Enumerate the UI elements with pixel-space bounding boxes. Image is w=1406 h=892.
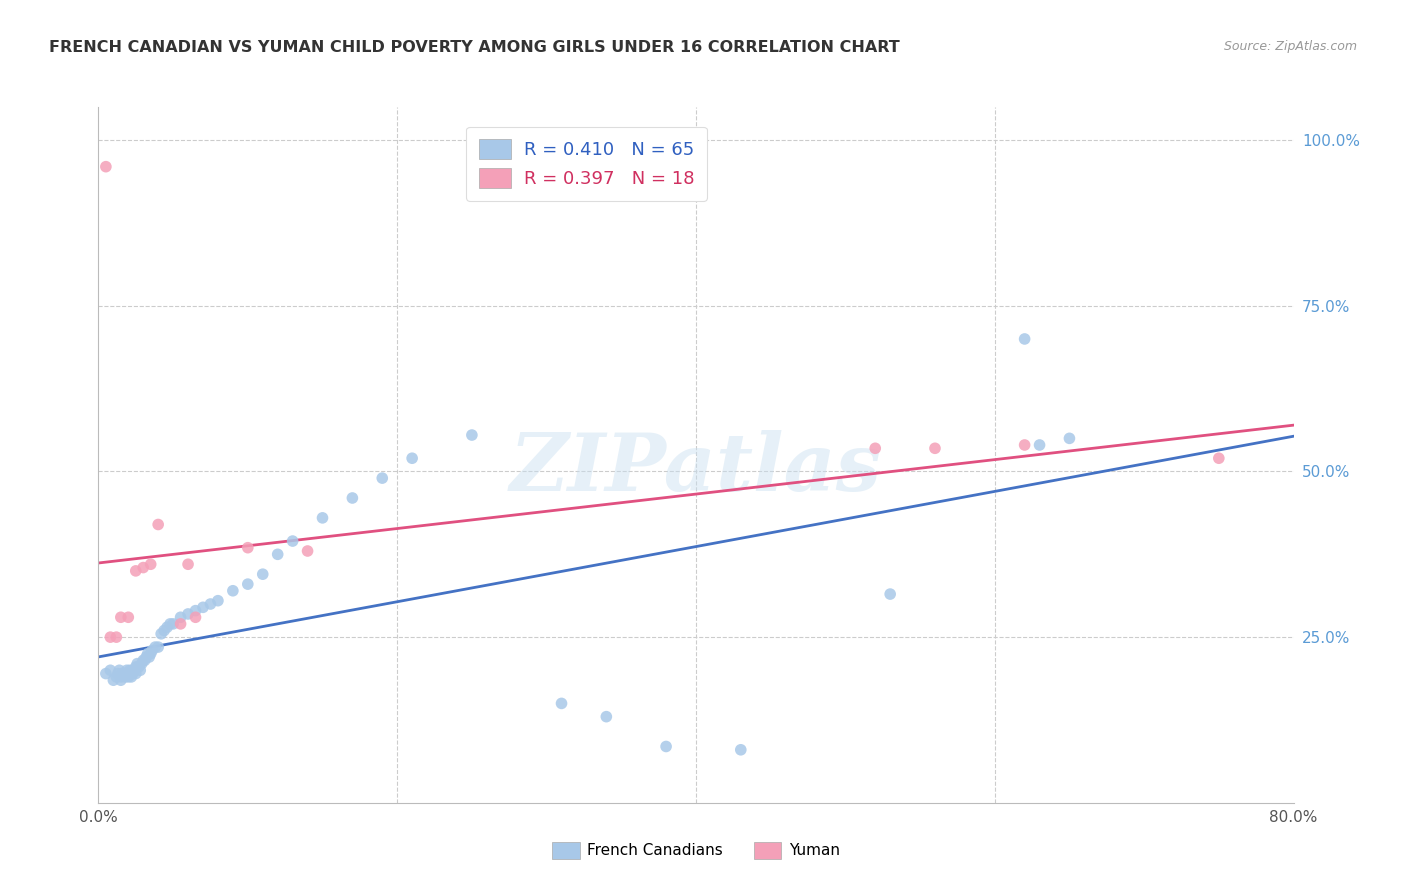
Point [128,660,150,674]
Point [121,663,143,677]
Point [595,709,617,723]
Point [730,743,752,757]
Point [1028,438,1050,452]
Point [110,610,132,624]
Point [114,670,136,684]
Point [207,593,229,607]
Point [143,640,166,654]
Point [118,663,141,677]
Point [139,558,162,572]
Point [112,666,135,681]
Point [98,663,122,677]
Point [297,544,319,558]
Point [115,663,138,677]
Point [94,666,117,681]
Point [371,471,394,485]
Point [184,604,207,618]
Point [311,511,333,525]
Point [148,517,170,532]
Point [114,666,136,681]
Point [124,663,146,677]
Point [103,673,125,688]
Point [98,630,122,644]
Point [550,697,572,711]
Point [127,657,149,671]
Point [191,600,214,615]
Point [121,666,143,681]
Point [1014,438,1036,452]
Y-axis label: Child Poverty Among Girls Under 16: Child Poverty Among Girls Under 16 [0,318,7,592]
Point [159,616,181,631]
Point [110,673,132,688]
Point [177,558,200,572]
Point [401,451,423,466]
Text: Source: ZipAtlas.com: Source: ZipAtlas.com [1223,40,1357,54]
Legend: French Canadians, Yuman: French Canadians, Yuman [546,836,846,864]
Point [1059,431,1081,445]
Point [125,564,148,578]
Point [105,670,128,684]
Point [156,620,179,634]
Point [129,663,152,677]
Point [1208,451,1230,466]
Point [655,739,678,754]
Point [132,653,155,667]
Point [184,610,207,624]
Point [135,650,157,665]
Point [252,567,274,582]
Point [153,624,176,638]
Point [136,647,159,661]
Point [120,670,142,684]
Text: ZIPatlas: ZIPatlas [510,430,882,508]
Point [865,442,887,456]
Point [1014,332,1036,346]
Text: FRENCH CANADIAN VS YUMAN CHILD POVERTY AMONG GIRLS UNDER 16 CORRELATION CHART: FRENCH CANADIAN VS YUMAN CHILD POVERTY A… [49,40,900,55]
Point [134,653,156,667]
Point [105,630,128,644]
Point [222,583,245,598]
Point [236,541,259,555]
Point [132,560,155,574]
Point [110,670,132,684]
Point [138,650,160,665]
Point [141,643,163,657]
Point [924,442,946,456]
Point [125,660,148,674]
Point [342,491,364,505]
Point [150,627,173,641]
Point [107,666,129,681]
Point [108,663,131,677]
Point [879,587,901,601]
Point [169,610,191,624]
Point [139,647,162,661]
Point [169,616,191,631]
Point [236,577,259,591]
Point [120,666,142,681]
Point [162,616,184,631]
Point [125,666,148,681]
Point [117,666,139,681]
Point [281,534,304,549]
Point [177,607,200,621]
Point [94,160,117,174]
Point [267,547,290,561]
Point [200,597,222,611]
Point [148,640,170,654]
Point [131,657,153,671]
Point [461,428,484,442]
Point [117,610,139,624]
Point [111,666,134,681]
Point [117,670,139,684]
